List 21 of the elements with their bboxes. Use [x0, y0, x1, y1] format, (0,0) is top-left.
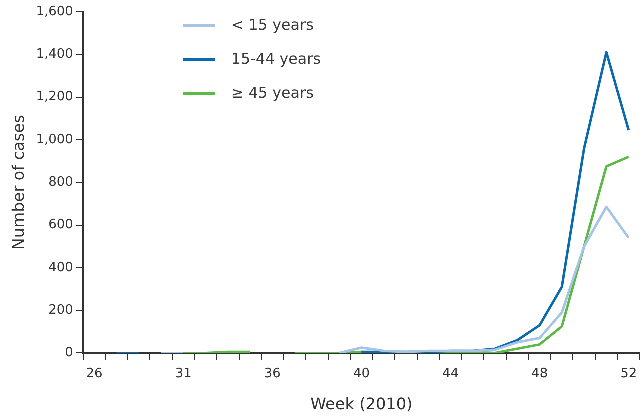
y-tick-label: 1,000 — [36, 132, 74, 148]
x-axis-title: Week (2010) — [310, 394, 413, 414]
x-tick-label: 44 — [442, 366, 460, 382]
y-tick-label: 1,600 — [36, 4, 74, 20]
y-tick-label: 600 — [48, 218, 74, 233]
x-tick-label: 52 — [620, 366, 638, 382]
x-tick-label: 36 — [264, 366, 281, 382]
y-tick-label: 200 — [48, 302, 74, 318]
y-tick-label: 400 — [48, 260, 74, 276]
x-tick-label: 31 — [175, 366, 192, 382]
x-tick-label: 26 — [86, 366, 103, 382]
y-axis-title: Number of cases — [8, 115, 28, 250]
legend-label: < 15 years — [231, 16, 314, 34]
y-tick-label: 800 — [48, 174, 74, 190]
y-tick-label: 0 — [65, 346, 74, 361]
y-tick-label: 1,200 — [36, 90, 74, 105]
y-tick-label: 1,400 — [36, 47, 74, 62]
legend-label: ≥ 45 years — [231, 84, 314, 102]
x-tick-label: 48 — [532, 366, 548, 382]
legend-label: 15-44 years — [231, 50, 322, 68]
x-tick-label: 40 — [353, 366, 370, 382]
